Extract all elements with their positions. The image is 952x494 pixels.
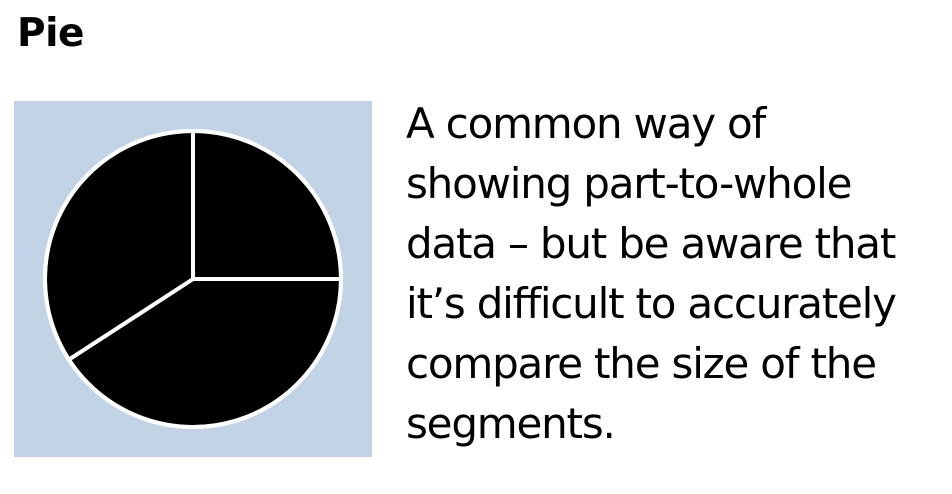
pie-outline: [43, 129, 343, 429]
description-line: A common way of: [406, 99, 766, 148]
description-line: it’s difficult to accurately: [406, 279, 897, 328]
description: A common way of showing part-to-whole da…: [406, 94, 946, 454]
pie-chart-icon: [14, 101, 372, 457]
description-line: compare the size of the: [406, 339, 877, 388]
section-title: Pie: [17, 11, 84, 56]
description-line: segments.: [406, 399, 616, 448]
pie-chart-graphic: [14, 101, 372, 457]
description-line: data – but be aware that: [406, 219, 896, 268]
description-line: showing part-to-whole: [406, 159, 852, 208]
